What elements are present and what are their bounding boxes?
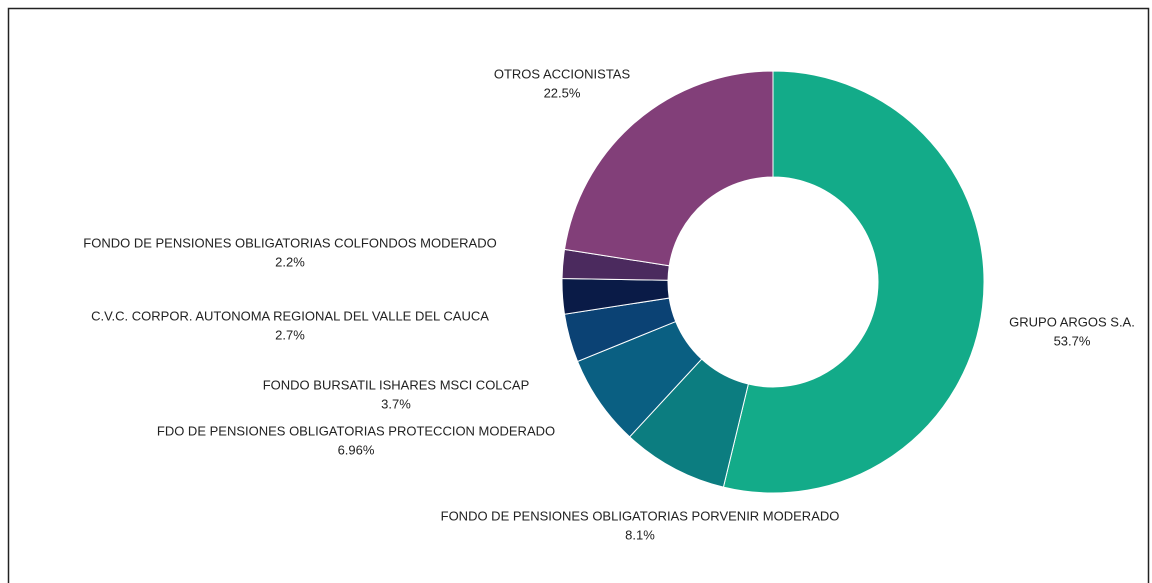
slice-label: FONDO DE PENSIONES OBLIGATORIAS PORVENIR…	[441, 508, 840, 523]
slice-value-label: 2.7%	[275, 327, 305, 342]
frame	[7, 7, 1150, 583]
slice-label: FONDO BURSATIL ISHARES MSCI COLCAP	[263, 377, 530, 392]
slice-label: FONDO DE PENSIONES OBLIGATORIAS COLFONDO…	[83, 235, 496, 250]
slice-label: OTROS ACCIONISTAS	[494, 66, 631, 81]
slice-label: GRUPO ARGOS S.A.	[1009, 314, 1135, 329]
donut-slice	[722, 70, 985, 494]
slice-label: FDO DE PENSIONES OBLIGATORIAS PROTECCION…	[157, 423, 555, 438]
slice-value-label: 3.7%	[381, 396, 411, 411]
slice-value-label: 22.5%	[544, 85, 581, 100]
slice-value-label: 2.2%	[275, 254, 305, 269]
slice-value-label: 8.1%	[625, 527, 655, 542]
slice-value-label: 53.7%	[1054, 333, 1091, 348]
slice-label: C.V.C. CORPOR. AUTONOMA REGIONAL DEL VAL…	[91, 308, 489, 323]
slice-value-label: 6.96%	[338, 442, 375, 457]
donut-slice	[563, 70, 774, 267]
